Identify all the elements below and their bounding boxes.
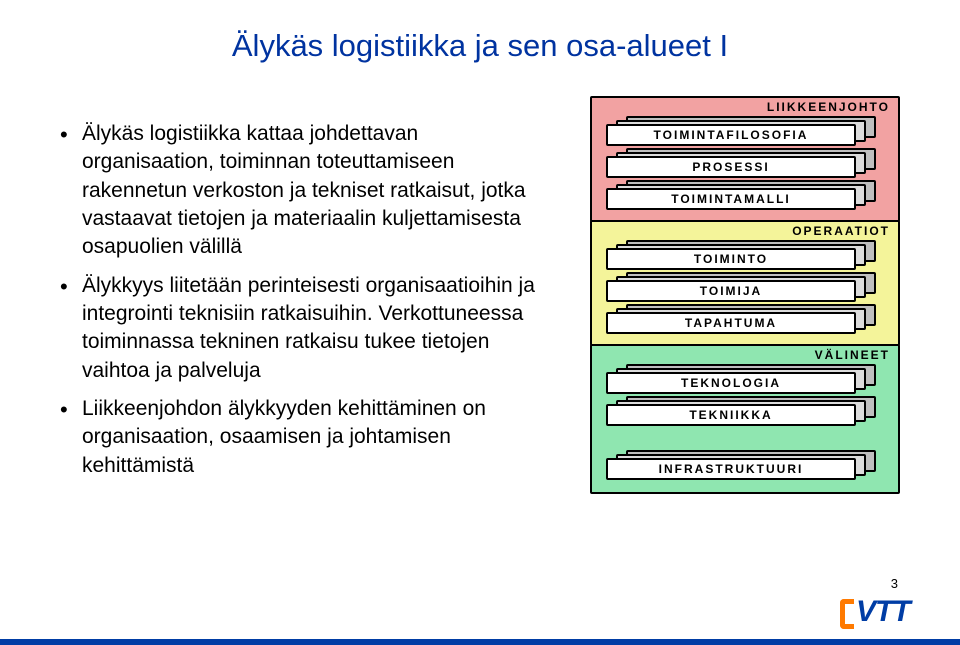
slide-root: Älykäs logistiikka ja sen osa-alueet I Ä… (0, 0, 960, 645)
diagram-bar-label: teknologia (606, 372, 856, 394)
slide-title: Älykäs logistiikka ja sen osa-alueet I (0, 28, 960, 64)
diagram-bar-label: Toimintafilosofia (606, 124, 856, 146)
diagram-bar-label: Toiminto (606, 248, 856, 270)
logo-text: VTT (856, 595, 910, 629)
diagram-bar-stack: Toimintamalli (606, 188, 880, 222)
bullet-item: Liikkeenjohdon älykkyyden kehittäminen o… (60, 395, 550, 480)
logo-bracket-icon (840, 599, 854, 629)
diagram-group-title: VÄLINEET (815, 348, 890, 362)
diagram-group-title: Liikkeenjohto (767, 100, 890, 114)
footer-bar (0, 639, 960, 645)
diagram-bar-label: Toimintamalli (606, 188, 856, 210)
page-number: 3 (891, 576, 898, 591)
vtt-logo: VTT (840, 597, 932, 633)
diagram-group-title: OPERAATIOT (792, 224, 890, 238)
diagram-bar-label: Toimija (606, 280, 856, 302)
diagram-bar-label: tapahtuma (606, 312, 856, 334)
diagram-bar-stack: Tekniikka (606, 404, 880, 438)
bullet-list: Älykäs logistiikka kattaa johdettavan or… (60, 120, 550, 490)
diagram-group-g2: OPERAATIOT Toiminto Toimija tapahtuma (590, 220, 900, 346)
diagram-bar-stack: Infrastruktuuri (606, 458, 880, 492)
diagram-bar-label: Prosessi (606, 156, 856, 178)
diagram-group-g1: Liikkeenjohto Toimintafilosofia Prosessi To… (590, 96, 900, 222)
bullet-item: Älykkyys liitetään perinteisesti organis… (60, 272, 550, 385)
bullet-item: Älykäs logistiikka kattaa johdettavan or… (60, 120, 550, 262)
diagram-bar-label: Infrastruktuuri (606, 458, 856, 480)
layer-diagram: Liikkeenjohto Toimintafilosofia Prosessi To… (590, 96, 900, 576)
diagram-group-g3: VÄLINEET teknologia Tekniikka Infrastruktuu… (590, 344, 900, 494)
diagram-bar-label: Tekniikka (606, 404, 856, 426)
diagram-bar-stack: tapahtuma (606, 312, 880, 346)
